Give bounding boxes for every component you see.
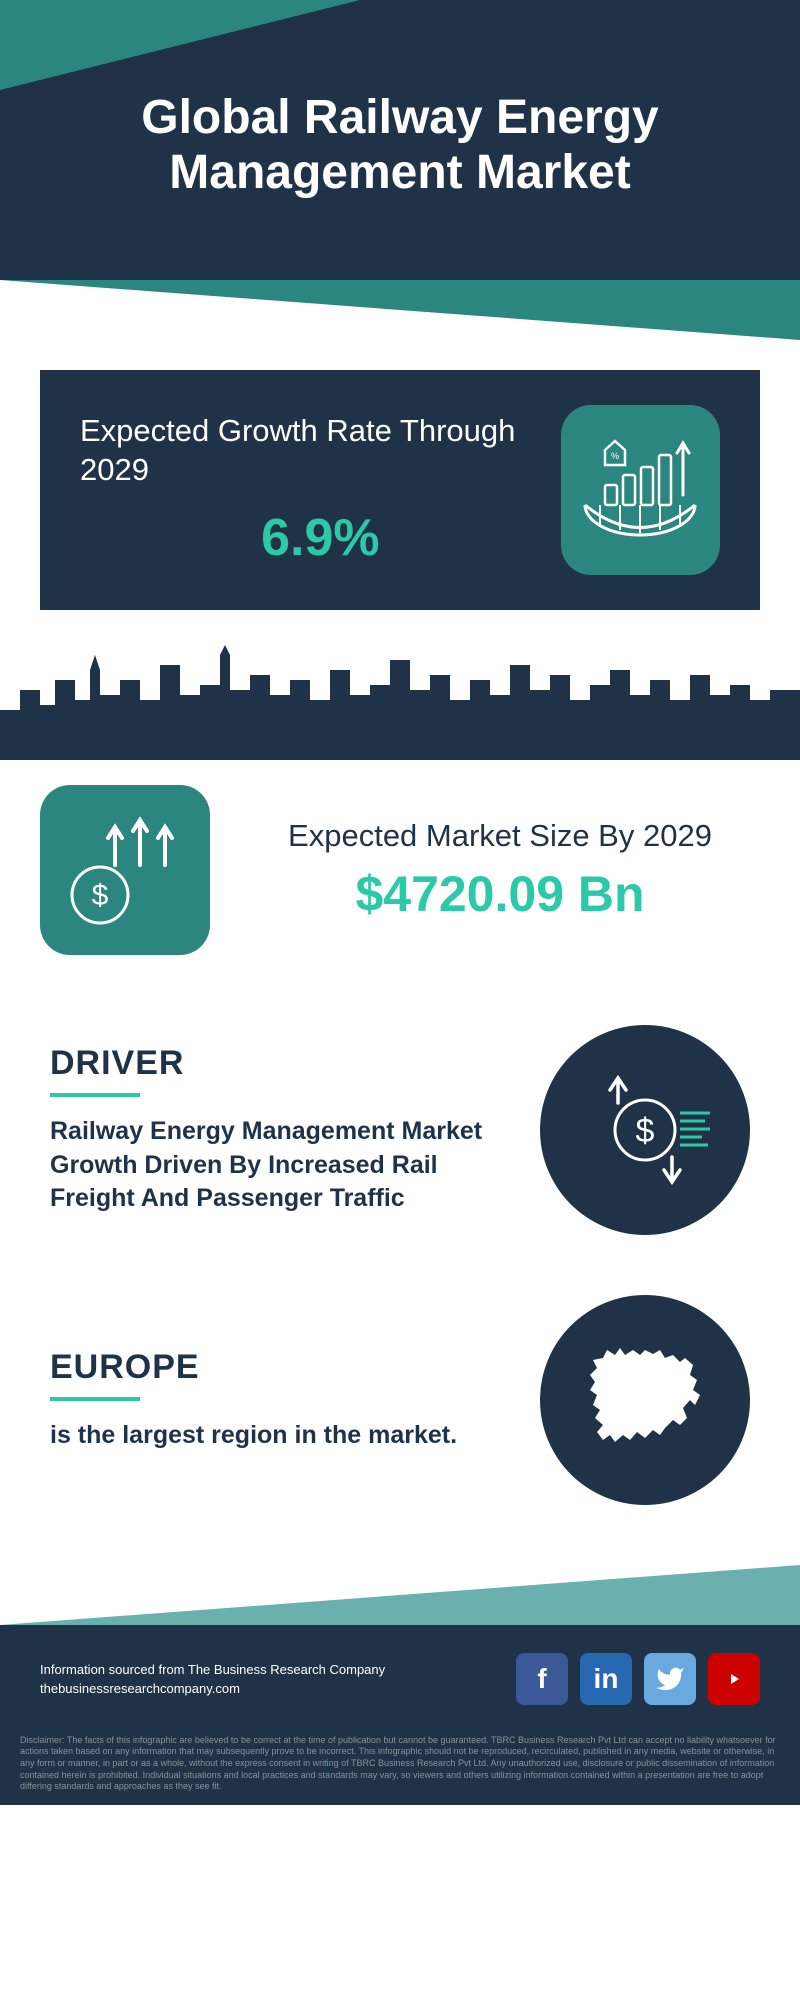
twitter-icon[interactable] — [644, 1653, 696, 1705]
market-size-label: Expected Market Size By 2029 — [240, 817, 760, 856]
svg-text:$: $ — [636, 1112, 655, 1150]
growth-label: Expected Growth Rate Through 2029 — [80, 412, 561, 490]
growth-value: 6.9% — [80, 508, 561, 568]
page-title: Global Railway Energy Management Market — [0, 0, 800, 200]
heading-underline — [50, 1397, 140, 1401]
region-section: EUROPE is the largest region in the mark… — [0, 1265, 800, 1535]
driver-heading: DRIVER — [50, 1044, 500, 1083]
region-body: is the largest region in the market. — [50, 1419, 500, 1453]
youtube-icon[interactable] — [708, 1653, 760, 1705]
driver-section: DRIVER Railway Energy Management Market … — [0, 995, 800, 1265]
header-section: Global Railway Energy Management Market — [0, 0, 800, 340]
source-line2: thebusinessresearchcompany.com — [40, 1679, 385, 1699]
region-text: EUROPE is the largest region in the mark… — [50, 1348, 500, 1453]
disclaimer-text: Disclaimer: The facts of this infographi… — [20, 1735, 780, 1793]
facebook-icon[interactable]: f — [516, 1653, 568, 1705]
skyline-divider — [0, 640, 800, 765]
market-size-panel: $ Expected Market Size By 2029 $4720.09 … — [0, 765, 800, 995]
growth-text: Expected Growth Rate Through 2029 6.9% — [80, 412, 561, 568]
dollar-exchange-icon: $ — [540, 1025, 750, 1235]
dollar-growth-icon: $ — [40, 785, 210, 955]
market-size-value: $4720.09 Bn — [240, 865, 760, 923]
growth-chart-icon: % — [561, 405, 720, 575]
linkedin-icon[interactable]: in — [580, 1653, 632, 1705]
svg-text:$: $ — [92, 879, 109, 912]
driver-body: Railway Energy Management Market Growth … — [50, 1115, 500, 1216]
driver-text: DRIVER Railway Energy Management Market … — [50, 1044, 500, 1216]
growth-rate-panel: Expected Growth Rate Through 2029 6.9% % — [40, 370, 760, 610]
footer-content: Information sourced from The Business Re… — [40, 1653, 760, 1705]
source-line1: Information sourced from The Business Re… — [40, 1660, 385, 1680]
social-icons: f in — [516, 1653, 760, 1705]
svg-text:%: % — [611, 451, 619, 461]
market-size-text: Expected Market Size By 2029 $4720.09 Bn — [240, 817, 760, 924]
region-heading: EUROPE — [50, 1348, 500, 1387]
footer-section: Information sourced from The Business Re… — [0, 1565, 800, 1805]
europe-map-icon — [540, 1295, 750, 1505]
heading-underline — [50, 1093, 140, 1097]
footer-source: Information sourced from The Business Re… — [40, 1660, 385, 1699]
